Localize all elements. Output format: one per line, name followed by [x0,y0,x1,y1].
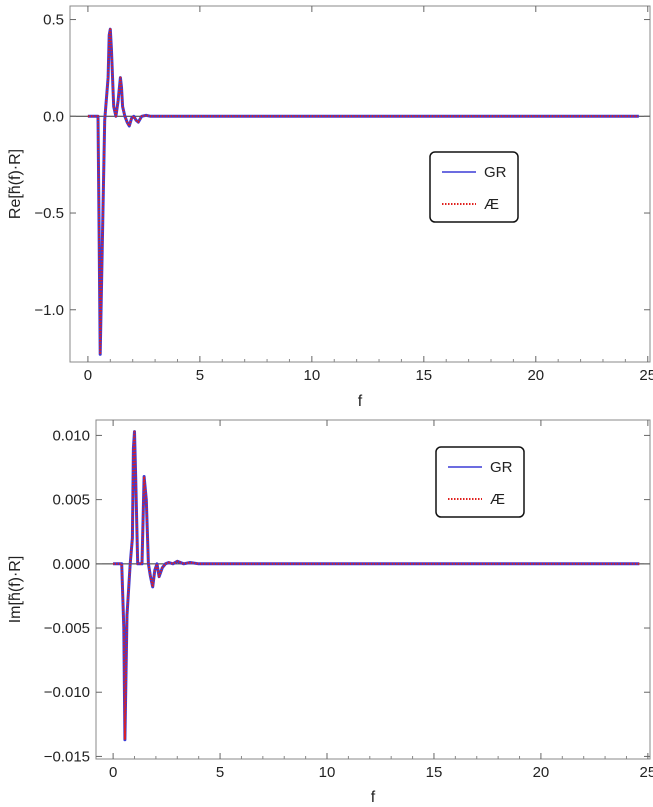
x-tick-label: 10 [319,764,336,781]
y-tick-label: 0.000 [52,556,90,573]
y-tick-label: 0.0 [43,108,64,125]
plot-frame [95,419,651,760]
y-tick-label: −0.010 [44,684,90,701]
legend-box [435,446,525,518]
plot-frame [69,5,651,363]
real-part-plot: 0 5 10 15 20 25 −1.0 −0.5 0.0 0.5 f Re[h̃(f)·R] GR Æ [7,5,653,410]
legend-label-gr: GR [484,164,507,181]
x-axis-label: f [358,393,363,410]
y-tick-label: −0.005 [44,620,90,637]
y-axis-label: Im[h̃(f)·R] [7,556,24,624]
x-tick-label: 25 [639,367,653,384]
y-tick-label: −1.0 [34,302,64,319]
series-line-ae [113,430,640,741]
y-tick-label: 0.005 [52,492,90,509]
x-tick-label: 25 [640,764,653,781]
legend-label-ae: Æ [490,491,505,508]
legend-box [429,151,519,223]
x-axis-label: f [371,789,376,806]
x-tick-label: 0 [109,764,117,781]
x-tick-label: 5 [216,764,224,781]
x-tick-label: 20 [533,764,550,781]
x-tick-label: 5 [196,367,204,384]
x-tick-label: 20 [527,367,544,384]
y-tick-label: −0.015 [44,748,90,765]
imaginary-part-plot: 0 5 10 15 20 25 −0.015 −0.010 −0.005 0.000 0.005 0.… [7,419,653,806]
series-line-gr [113,430,640,742]
y-tick-label: 0.5 [43,12,64,29]
y-axis-label: Re[h̃(f)·R] [7,149,24,219]
y-tick-label: −0.5 [34,205,64,222]
x-tick-label: 15 [426,764,443,781]
x-tick-label: 15 [415,367,432,384]
y-tick-label: 0.010 [52,427,90,444]
series-line-ae [87,28,639,356]
legend-label-gr: GR [490,459,513,476]
legend-label-ae: Æ [484,196,499,213]
x-tick-label: 0 [84,367,92,384]
x-tick-label: 10 [304,367,321,384]
series-line-gr [87,27,639,356]
